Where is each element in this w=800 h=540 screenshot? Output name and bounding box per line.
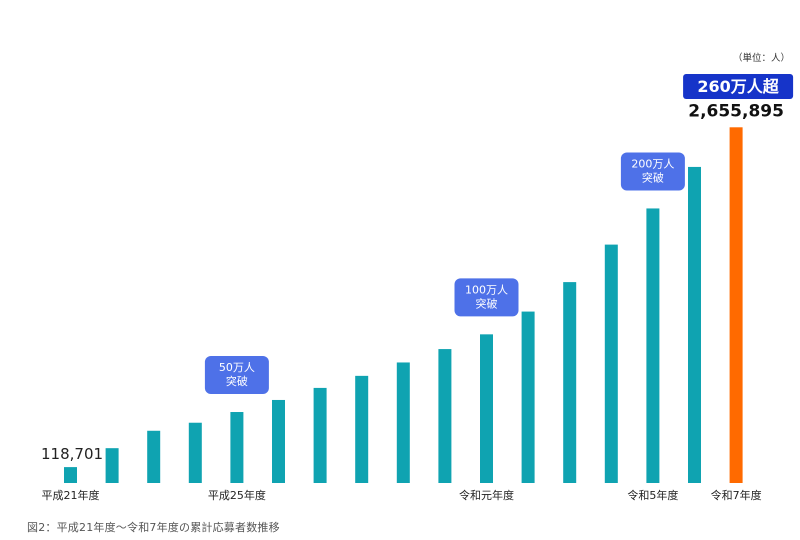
badge-box bbox=[683, 74, 794, 99]
bar-10 bbox=[480, 334, 493, 483]
callout-box-2 bbox=[620, 152, 685, 191]
bar-9 bbox=[438, 349, 452, 483]
bar-0 bbox=[64, 467, 77, 483]
x-tick-label-4: 令和7年度 bbox=[711, 488, 762, 502]
badge-text: 260万人超 bbox=[697, 77, 779, 96]
bar-16 bbox=[729, 127, 743, 483]
callout-text-2-1: 突破 bbox=[642, 170, 664, 184]
callout-text-0-0: 50万人 bbox=[219, 361, 255, 374]
callout-text-1-1: 突破 bbox=[476, 296, 498, 310]
bar-3 bbox=[188, 422, 202, 483]
bar-13 bbox=[604, 244, 618, 483]
x-tick-label-0: 平成21年度 bbox=[42, 488, 100, 502]
bar-5 bbox=[272, 399, 285, 483]
bar-1 bbox=[105, 448, 119, 483]
chart-caption: 図2：平成21年度〜令和7年度の累計応募者数推移 bbox=[27, 521, 280, 534]
bar-12 bbox=[563, 282, 577, 483]
callout-box-0 bbox=[204, 356, 269, 395]
data-label-1: 2,655,895 bbox=[688, 101, 784, 121]
x-tick-label-1: 平成25年度 bbox=[208, 488, 266, 502]
callout-text-2-0: 200万人 bbox=[631, 157, 674, 170]
bar-11 bbox=[521, 311, 535, 483]
bar-6 bbox=[313, 387, 327, 483]
callout-text-0-1: 突破 bbox=[226, 374, 248, 388]
callout-text-1-0: 100万人 bbox=[465, 283, 508, 296]
bar-14 bbox=[646, 208, 660, 484]
bar-8 bbox=[396, 362, 410, 483]
bar-2 bbox=[147, 430, 161, 483]
x-tick-label-2: 令和元年度 bbox=[459, 488, 514, 502]
callout-box-1 bbox=[454, 278, 519, 317]
unit-label: （単位：人） bbox=[733, 52, 790, 64]
data-label-0: 118,701 bbox=[41, 445, 103, 463]
bar-7 bbox=[355, 375, 369, 483]
x-tick-label-3: 令和5年度 bbox=[627, 488, 678, 502]
bar-4 bbox=[230, 412, 244, 483]
bar-15 bbox=[688, 166, 701, 483]
